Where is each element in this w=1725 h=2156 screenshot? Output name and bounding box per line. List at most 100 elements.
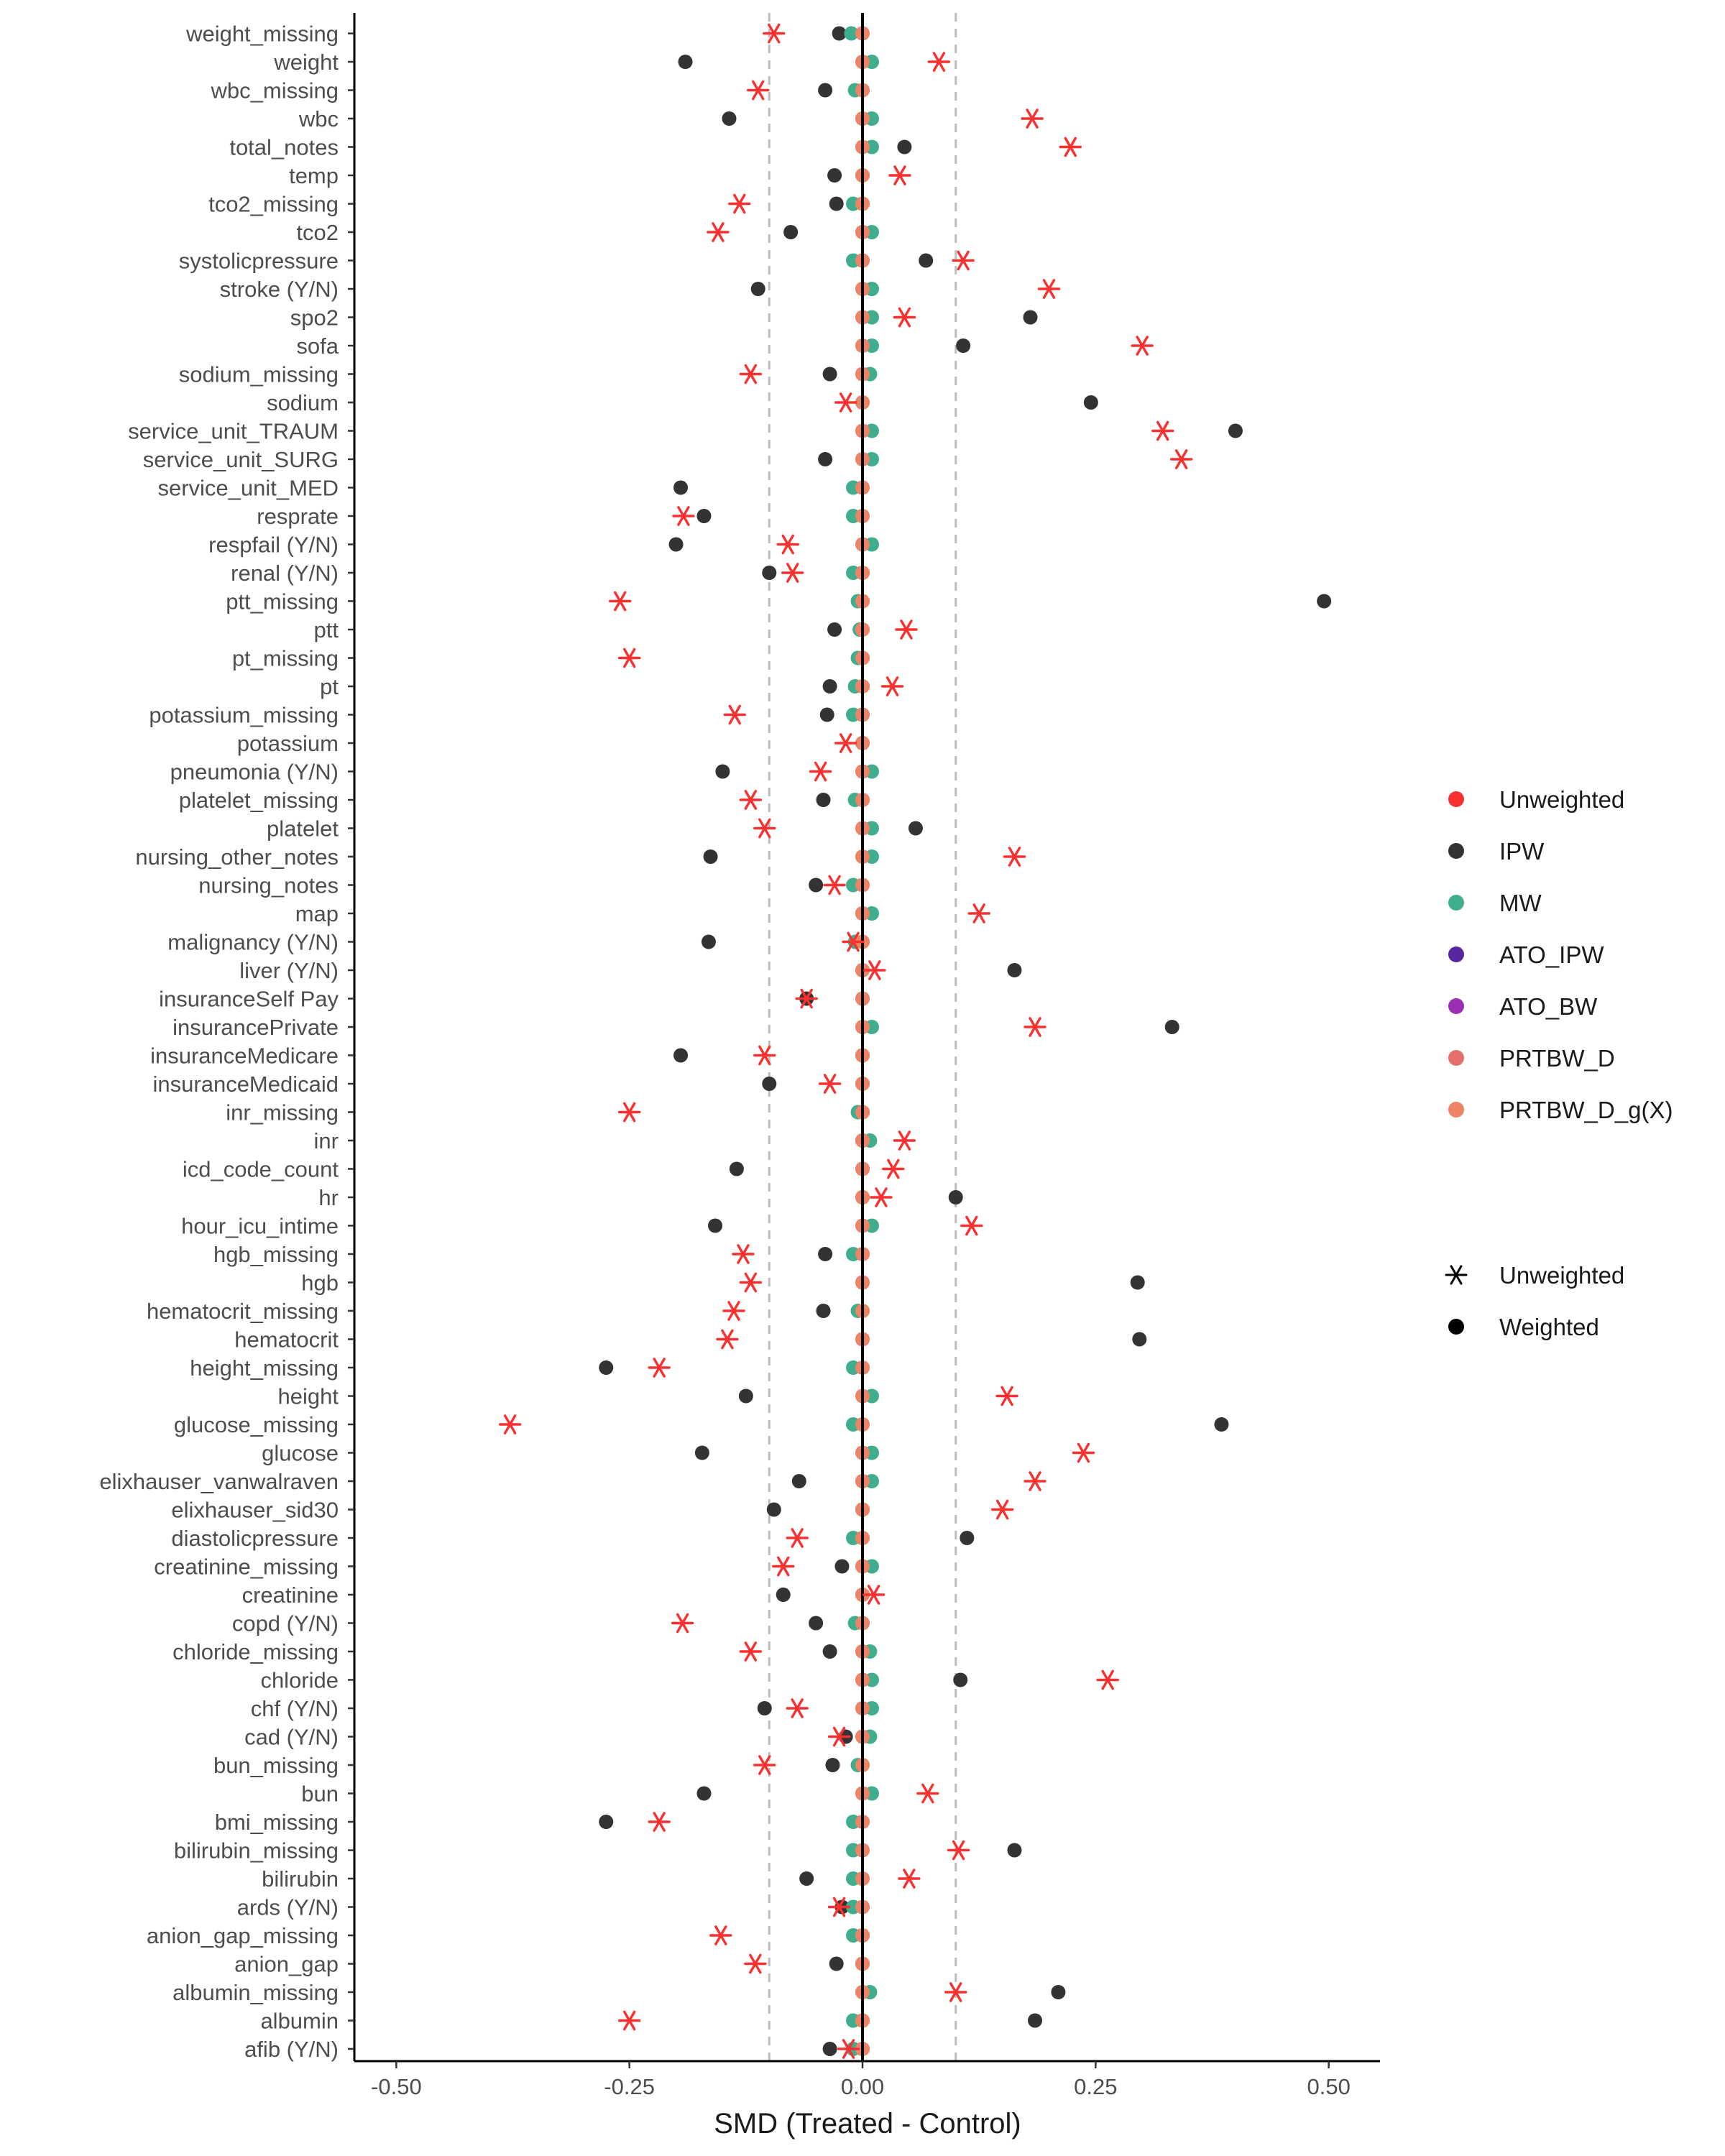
asterisk-stroke (721, 1329, 734, 1350)
point-unweighted (944, 1982, 967, 2002)
legend-swatch (1448, 1050, 1464, 1066)
y-tick-label: insuranceMedicare (150, 1044, 339, 1069)
y-tick-label: weight_missing (185, 22, 339, 47)
point-ipw (953, 1672, 968, 1687)
asterisk-stroke (614, 591, 627, 612)
asterisk-stroke (758, 1045, 771, 1066)
asterisk-stroke (777, 1556, 790, 1577)
point-ipw (829, 1956, 844, 1971)
asterisk-stroke (744, 1272, 758, 1293)
y-tick-label: anion_gap_missing (147, 1923, 339, 1948)
point-ipw (750, 282, 765, 296)
point-ipw (708, 1218, 723, 1233)
point-unweighted (763, 23, 786, 44)
y-tick-label: ptt (314, 617, 339, 642)
point-ipw (703, 849, 718, 864)
asterisk-stroke (842, 2039, 855, 2059)
y-tick-label: chloride (260, 1668, 339, 1693)
point-ipw (757, 1701, 772, 1715)
y-tick-label: height (278, 1384, 339, 1409)
asterisk-stroke (893, 165, 906, 185)
y-tick-label: height_missing (190, 1355, 339, 1381)
point-mw (844, 26, 859, 41)
point-unweighted (709, 1925, 732, 1945)
asterisk-stroke (1026, 109, 1039, 129)
asterisk-stroke (737, 1244, 750, 1264)
asterisk-stroke (903, 1869, 916, 1889)
asterisk-stroke (1077, 1442, 1090, 1463)
point-ipw (1164, 1020, 1179, 1034)
y-tick-label: glucose (262, 1441, 339, 1466)
point-unweighted (895, 619, 918, 640)
y-tick-label: copd (Y/N) (232, 1611, 339, 1636)
point-unweighted (617, 2010, 641, 2031)
point-unweighted (1151, 420, 1174, 441)
asterisk-stroke (727, 1301, 740, 1321)
point-ipw (960, 1531, 975, 1545)
asterisk-stroke (1042, 279, 1056, 299)
legend-label: Unweighted (1499, 1262, 1624, 1289)
y-tick-label: pt (320, 674, 339, 699)
legend-label: IPW (1499, 838, 1545, 865)
asterisk-stroke (1101, 1669, 1114, 1690)
legend-swatch (1448, 895, 1464, 911)
asterisk-stroke (712, 222, 724, 242)
asterisk-stroke (886, 676, 899, 696)
point-unweighted (671, 1613, 694, 1634)
point-unweighted (880, 676, 904, 696)
point-ipw (834, 1559, 850, 1574)
point-unweighted (1169, 449, 1193, 469)
point-ipw (897, 139, 912, 155)
asterisk-stroke (791, 1528, 804, 1548)
y-tick-label: insurancePrivate (172, 1015, 339, 1040)
point-unweighted (1096, 1669, 1119, 1690)
point-unweighted (834, 733, 857, 753)
asterisk-stroke (752, 80, 765, 101)
asterisk-stroke (1029, 1471, 1041, 1491)
y-tick-label: bun (301, 1782, 339, 1807)
point-unweighted (744, 1953, 767, 1974)
asterisk-stroke (1000, 1386, 1013, 1406)
x-tick-label: 0.00 (841, 2074, 884, 2099)
point-unweighted (893, 307, 916, 328)
asterisk-stroke (839, 392, 852, 413)
point-unweighted (888, 165, 911, 185)
point-ipw (694, 1445, 709, 1460)
legend-swatch (1448, 843, 1464, 859)
point-unweighted (795, 988, 818, 1009)
point-unweighted (739, 790, 763, 810)
asterisk-stroke (781, 534, 794, 555)
point-unweighted (995, 1386, 1018, 1406)
point-ipw (766, 1502, 781, 1517)
asterisk-stroke (800, 988, 813, 1009)
point-unweighted (1003, 847, 1026, 867)
point-ipw (809, 877, 824, 893)
y-tick-label: icd_code_count (183, 1157, 339, 1182)
data-marks (498, 13, 1332, 2061)
point-ipw (1083, 395, 1098, 410)
y-tick-label: renal (Y/N) (231, 561, 339, 586)
asterisk-stroke (622, 648, 636, 668)
asterisk-stroke (832, 1897, 846, 1917)
asterisk-stroke (1450, 1265, 1463, 1285)
x-axis-title: SMD (Treated - Control) (714, 2108, 1021, 2139)
y-tick-label: diastolicpressure (171, 1526, 339, 1551)
asterisk-stroke (921, 1783, 934, 1804)
y-tick-label: cad (Y/N) (244, 1725, 339, 1750)
y-tick-label: glucose_missing (174, 1412, 339, 1437)
asterisk-stroke (952, 1840, 965, 1861)
point-unweighted (672, 506, 695, 526)
y-tick-label: respfail (Y/N) (208, 533, 339, 558)
point-unweighted (823, 875, 846, 895)
point-unweighted (967, 903, 990, 923)
y-tick-label: insuranceMedicaid (153, 1072, 339, 1097)
y-tick-label: hour_icu_intime (181, 1214, 339, 1239)
point-unweighted (960, 1215, 983, 1236)
y-tick-label: hematocrit_missing (147, 1299, 339, 1324)
y-tick-label: hgb (301, 1271, 339, 1296)
asterisk-stroke (898, 307, 911, 328)
y-tick-label: inr (314, 1128, 339, 1153)
y-tick-label: service_unit_SURG (143, 447, 339, 472)
y-tick-label: pneumonia (Y/N) (170, 760, 339, 785)
asterisk-stroke (972, 903, 985, 923)
